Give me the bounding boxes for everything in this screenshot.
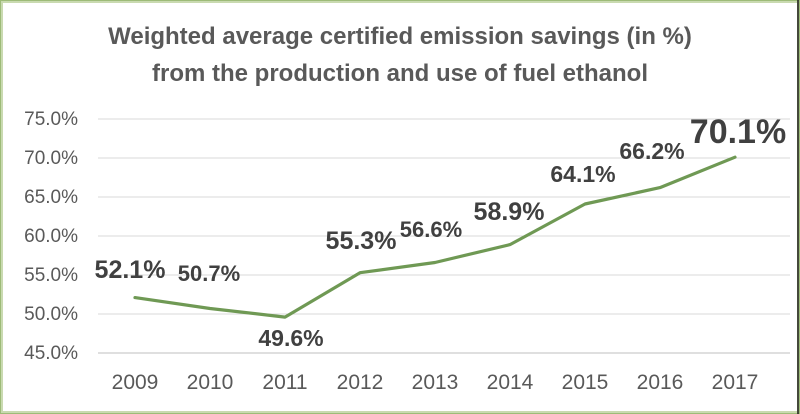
svg-text:75.0%: 75.0%: [24, 109, 78, 130]
svg-text:52.1%: 52.1%: [95, 256, 166, 284]
svg-text:2009: 2009: [112, 371, 159, 394]
svg-text:2013: 2013: [412, 371, 459, 394]
svg-text:2016: 2016: [637, 371, 684, 394]
svg-text:2015: 2015: [562, 371, 609, 394]
svg-text:55.0%: 55.0%: [24, 265, 78, 286]
svg-text:50.7%: 50.7%: [178, 261, 240, 286]
svg-text:2017: 2017: [712, 371, 759, 394]
svg-text:70.1%: 70.1%: [690, 113, 786, 151]
svg-text:66.2%: 66.2%: [619, 138, 684, 164]
svg-text:65.0%: 65.0%: [24, 187, 78, 208]
svg-text:64.1%: 64.1%: [550, 161, 615, 187]
svg-text:2011: 2011: [262, 371, 307, 394]
svg-text:60.0%: 60.0%: [24, 226, 78, 247]
svg-text:70.0%: 70.0%: [24, 148, 78, 169]
svg-text:50.0%: 50.0%: [24, 304, 78, 325]
svg-text:45.0%: 45.0%: [24, 343, 78, 364]
svg-text:49.6%: 49.6%: [258, 325, 323, 351]
svg-text:2014: 2014: [487, 371, 534, 394]
svg-text:58.9%: 58.9%: [474, 198, 545, 226]
svg-text:56.6%: 56.6%: [400, 217, 462, 242]
svg-text:55.3%: 55.3%: [326, 227, 397, 255]
svg-text:2010: 2010: [187, 371, 234, 394]
svg-text:2012: 2012: [337, 371, 384, 394]
